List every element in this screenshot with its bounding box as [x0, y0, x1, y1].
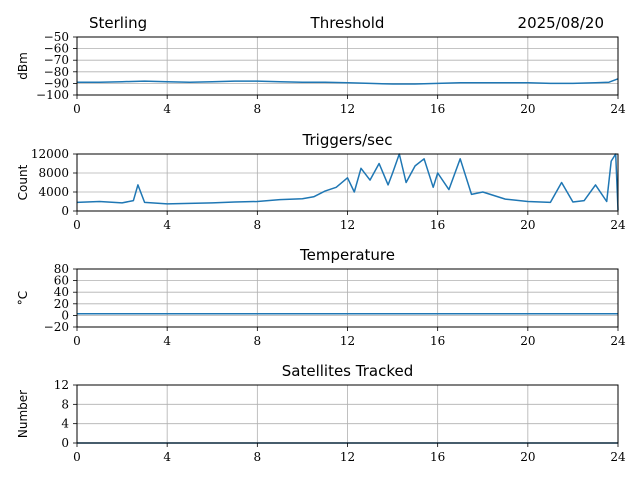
x-tick-label: 24 [610, 334, 626, 348]
y-tick-label: −100 [36, 88, 69, 102]
data-series-line [77, 78, 619, 85]
y-tick-label: 8 [61, 397, 69, 411]
x-tick-label: 20 [520, 218, 535, 232]
y-tick-label: −90 [44, 76, 69, 90]
x-tick-label: 0 [73, 334, 81, 348]
y-tick-label: −20 [44, 320, 69, 334]
x-tick-label: 24 [610, 218, 626, 232]
chart-title: Threshold [310, 14, 385, 32]
x-tick-label: 16 [430, 102, 445, 116]
y-tick-label: −50 [44, 30, 69, 44]
x-tick-label: 8 [254, 334, 262, 348]
chart-panel-2: 0 4 8 12 16 20 24 0 4000 8000 12000 Triggers/sec Cou… [16, 131, 626, 232]
y-tick-label: 40 [54, 285, 69, 299]
x-tick-label: 12 [340, 102, 355, 116]
x-tick-label: 4 [163, 334, 171, 348]
y-tick-label: 12000 [31, 147, 69, 161]
y-axis-label: dBm [16, 52, 30, 80]
x-tick-label: 12 [340, 218, 355, 232]
y-tick-label: 0 [61, 204, 69, 218]
chart-title: Temperature [299, 246, 395, 264]
data-series-line [76, 153, 619, 211]
y-tick-label: 0 [61, 436, 69, 450]
x-tick-label: 0 [73, 218, 81, 232]
chart-title: Satellites Tracked [282, 362, 413, 380]
x-tick-label: 16 [430, 450, 445, 464]
y-tick-label: 80 [54, 262, 69, 276]
date-label: 2025/08/20 [518, 14, 604, 32]
y-axis-label: °C [16, 291, 30, 305]
x-tick-label: 12 [340, 334, 355, 348]
x-tick-label: 0 [73, 450, 81, 464]
y-tick-label: 60 [54, 274, 69, 288]
x-tick-label: 24 [610, 102, 626, 116]
x-tick-label: 16 [430, 218, 445, 232]
chart-panel-1: 0 4 8 12 16 20 24 −50−60−70−80−90−100 Threshold d… [16, 14, 626, 116]
y-tick-label: 0 [61, 308, 69, 322]
y-axis-label: Number [16, 390, 30, 438]
x-tick-label: 4 [163, 102, 171, 116]
y-tick-label: 4000 [38, 185, 69, 199]
x-tick-label: 8 [254, 450, 262, 464]
chart-panel-4: 0 4 8 12 16 20 24 0 4 8 12 Satellites Tracked Number [16, 362, 626, 464]
y-tick-label: −80 [44, 65, 69, 79]
y-tick-label: 12 [54, 378, 69, 392]
y-axis-label: Count [16, 164, 30, 200]
station-label: Sterling [89, 14, 147, 32]
x-tick-label: 20 [520, 334, 535, 348]
x-tick-label: 4 [163, 218, 171, 232]
y-tick-label: −70 [44, 53, 69, 67]
chart-title: Triggers/sec [302, 131, 393, 149]
y-tick-label: 4 [61, 417, 69, 431]
x-tick-label: 4 [163, 450, 171, 464]
y-tick-label: 20 [54, 297, 69, 311]
x-tick-label: 20 [520, 102, 535, 116]
x-tick-label: 12 [340, 450, 355, 464]
x-tick-label: 8 [254, 102, 262, 116]
y-tick-label: −60 [44, 42, 69, 56]
x-tick-label: 20 [520, 450, 535, 464]
x-tick-label: 8 [254, 218, 262, 232]
y-tick-label: 8000 [38, 166, 69, 180]
x-tick-label: 24 [610, 450, 626, 464]
x-tick-label: 16 [430, 334, 445, 348]
x-tick-label: 0 [73, 102, 81, 116]
